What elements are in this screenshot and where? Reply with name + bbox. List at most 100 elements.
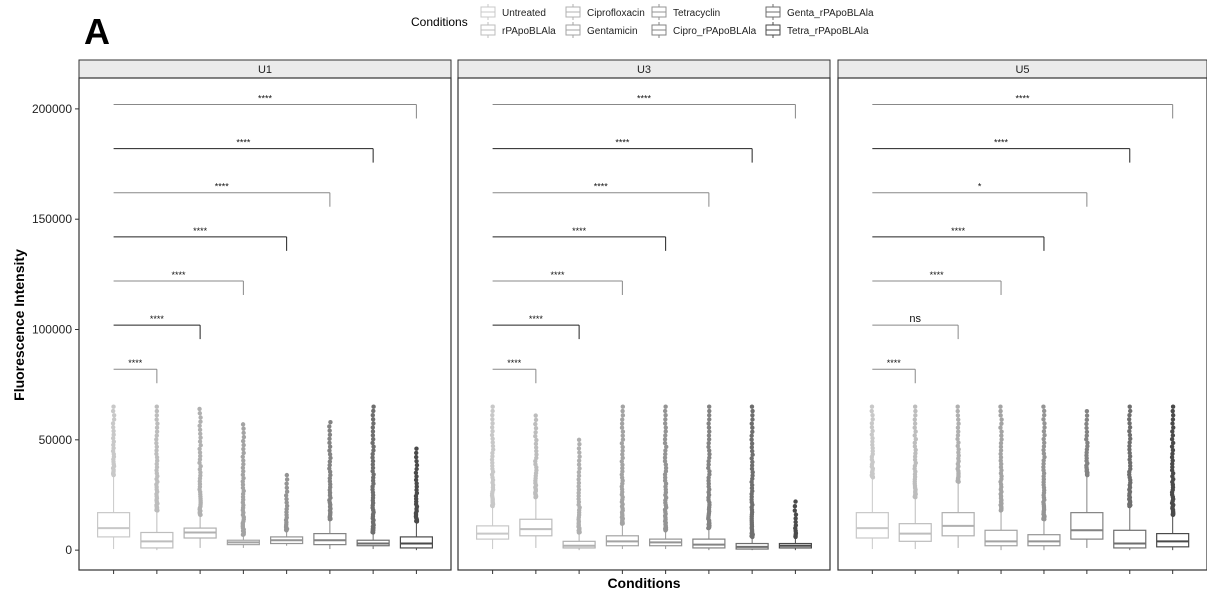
outlier-point: [284, 496, 289, 502]
outlier-point: [955, 413, 961, 418]
outlier-point: [707, 472, 712, 477]
outlier-point: [619, 421, 625, 426]
outlier-point: [197, 411, 203, 416]
outlier-point: [870, 439, 875, 444]
outlier-point: [870, 428, 875, 434]
legend-item: Gentamicin: [565, 22, 638, 38]
outlier-point: [1126, 417, 1132, 422]
outlier-point: [869, 404, 875, 409]
outlier-point: [490, 463, 495, 469]
outlier-point: [327, 479, 333, 484]
outlier-point: [912, 421, 918, 426]
outlier-point: [327, 444, 333, 449]
outlier-point: [327, 424, 332, 429]
outlier-point: [110, 408, 116, 414]
outlier-point: [413, 470, 419, 475]
outlier-point: [284, 485, 290, 490]
outlier-point: [913, 429, 918, 434]
box-tetracyclin: [649, 404, 683, 550]
outlier-point: [490, 412, 495, 418]
outlier-point: [749, 437, 754, 442]
outlier-point: [154, 451, 159, 457]
outlier-point: [620, 444, 625, 450]
outlier-point: [1169, 444, 1175, 449]
outlier-point: [370, 412, 376, 418]
outlier-point: [111, 425, 116, 430]
box-untreated: [97, 404, 131, 550]
outlier-point: [1127, 457, 1132, 462]
outlier-point: [1127, 421, 1132, 426]
outlier-point: [870, 442, 875, 448]
outlier-point: [240, 422, 246, 427]
outlier-point: [620, 417, 625, 422]
outlier-point: [198, 435, 203, 440]
outlier-point: [998, 458, 1003, 463]
legend-item-label: Tetra_rPApoBLAla: [787, 26, 869, 37]
legend-item-label: Gentamicin: [587, 26, 638, 37]
outlier-point: [370, 478, 376, 483]
facet-strip-label: U5: [1015, 64, 1029, 76]
outlier-point: [370, 429, 376, 434]
outlier-point: [240, 482, 246, 487]
outlier-point: [620, 448, 625, 453]
y-tick-label: 200000: [32, 102, 72, 116]
outlier-point: [1128, 408, 1133, 414]
outlier-point: [1041, 461, 1046, 466]
outlier-point: [1170, 461, 1175, 467]
outlier-point: [793, 516, 798, 521]
outlier-point: [707, 452, 712, 457]
outlier-point: [956, 440, 961, 445]
outlier-point: [1084, 447, 1090, 452]
outlier-point: [912, 404, 918, 409]
outlier-point: [1170, 464, 1175, 470]
outlier-point: [912, 425, 917, 430]
outlier-point: [154, 448, 159, 453]
outlier-point: [241, 442, 246, 448]
outlier-point: [869, 432, 875, 437]
outlier-point: [1041, 429, 1047, 434]
outlier-point: [955, 408, 960, 414]
outlier-point: [576, 487, 582, 492]
outlier-point: [706, 437, 712, 442]
outlier-point: [663, 469, 669, 474]
outlier-point: [577, 454, 582, 459]
x-axis-title: Conditions: [607, 575, 680, 591]
box-cipro-rpapoblala: [313, 419, 347, 550]
outlier-point: [154, 404, 159, 409]
outlier-point: [534, 437, 539, 443]
outlier-point: [241, 469, 246, 474]
outlier-point: [1084, 425, 1089, 431]
significance-label: ns: [909, 313, 921, 325]
outlier-point: [1169, 436, 1175, 442]
outlier-point: [749, 456, 754, 461]
outlier-point: [1042, 412, 1047, 418]
outlier-point: [111, 445, 116, 451]
outlier-point: [576, 490, 581, 496]
outlier-point: [1170, 440, 1176, 446]
box-genta-rpapoblala: [1113, 404, 1147, 551]
outlier-point: [413, 450, 419, 456]
box-rpapoblala: [898, 404, 932, 550]
outlier-point: [750, 473, 755, 478]
outlier-point: [663, 417, 668, 422]
outlier-point: [414, 458, 419, 464]
box-iqr: [1027, 534, 1061, 547]
outlier-point: [533, 413, 538, 418]
outlier-point: [1041, 464, 1046, 470]
outlier-point: [1041, 451, 1047, 456]
outlier-point: [1084, 437, 1089, 442]
significance-label: ****: [507, 358, 522, 368]
outlier-point: [370, 462, 376, 467]
outlier-point: [955, 443, 960, 449]
outlier-point: [750, 425, 755, 430]
box-gentamicin: [605, 404, 639, 550]
legend-title: Conditions: [411, 15, 468, 29]
outlier-point: [956, 417, 961, 422]
outlier-point: [998, 444, 1004, 450]
outlier-point: [998, 425, 1003, 430]
outlier-point: [1170, 448, 1176, 453]
outlier-point: [489, 457, 495, 462]
outlier-point: [371, 448, 376, 453]
outlier-point: [663, 425, 668, 430]
